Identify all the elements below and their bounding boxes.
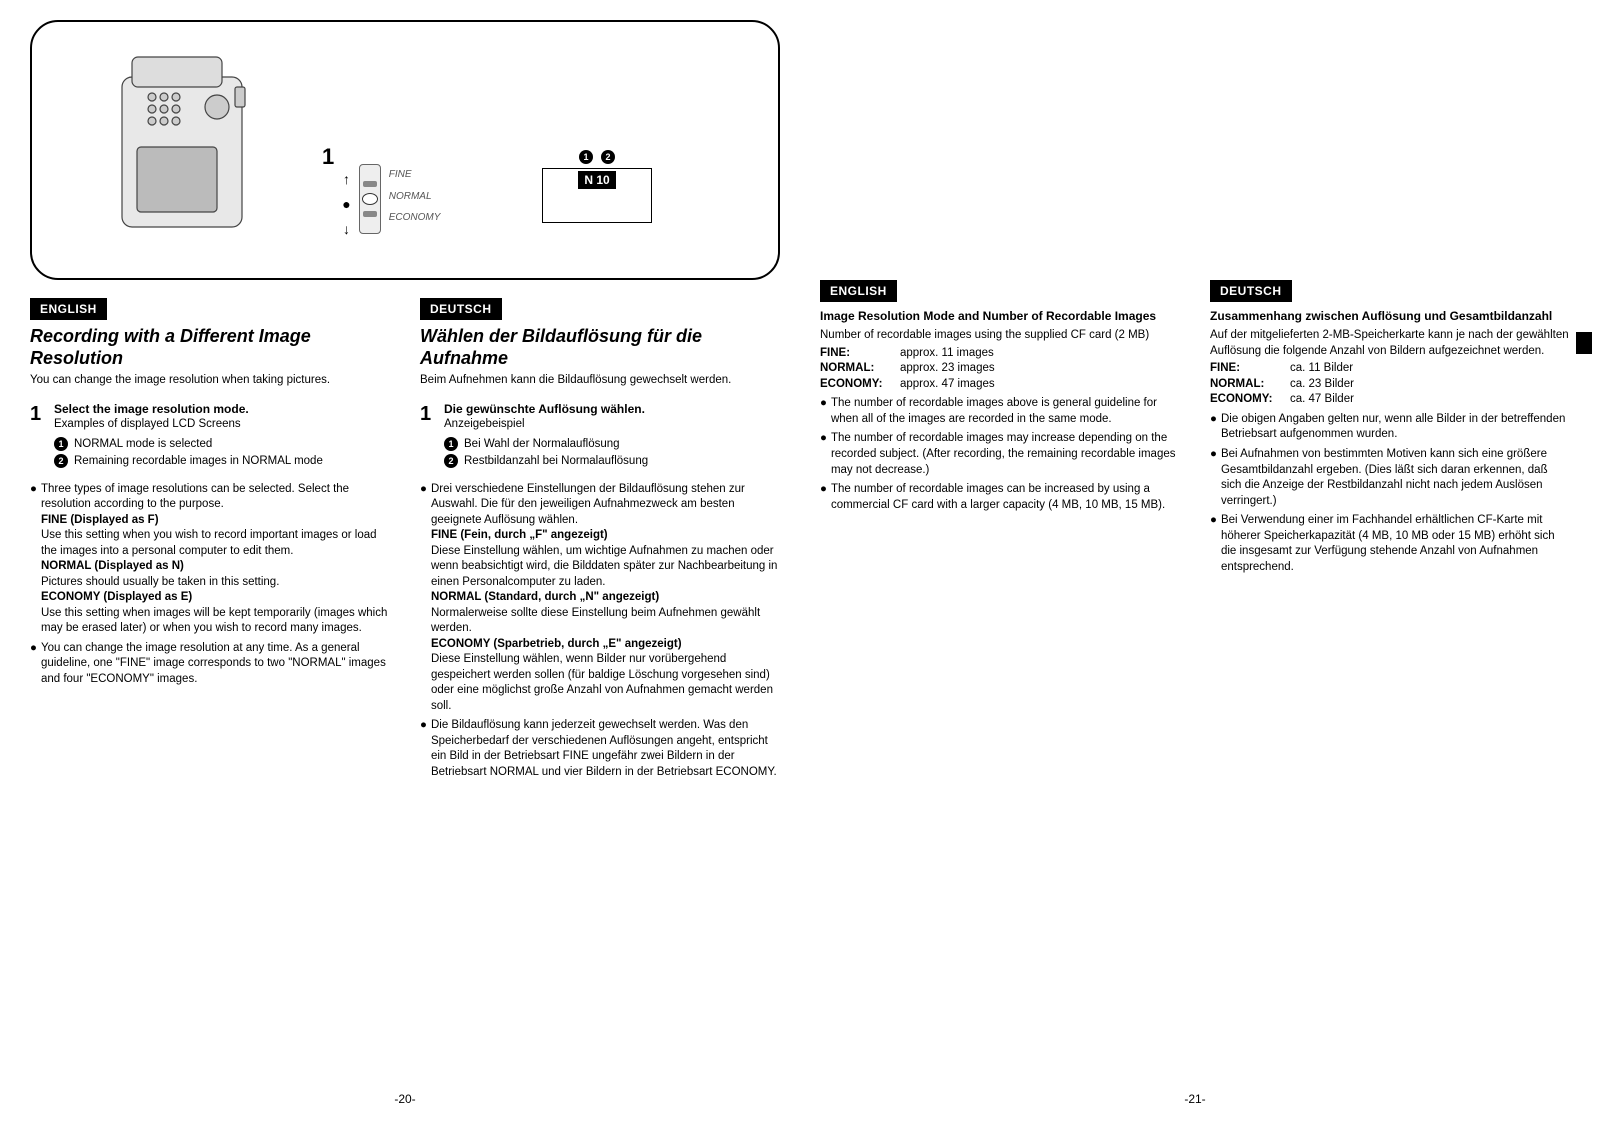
mode-desc: Use this setting when images will be kep… bbox=[41, 607, 387, 635]
step-subtitle: Examples of displayed LCD Screens bbox=[54, 417, 390, 433]
intro-english: Number of recordable images using the su… bbox=[820, 328, 1180, 344]
spec-value: ca. 11 Bilder bbox=[1290, 361, 1353, 377]
lcd-diagram: 1 2 N 10 bbox=[542, 150, 652, 223]
sub-item: Bei Wahl der Normalauflösung bbox=[464, 437, 620, 453]
intro-deutsch: Auf der mitgelieferten 2-MB-Speicherkart… bbox=[1210, 328, 1570, 359]
camera-icon bbox=[102, 47, 272, 247]
bullet-text: You can change the image resolution at a… bbox=[41, 641, 390, 688]
sub-item: NORMAL mode is selected bbox=[74, 437, 212, 453]
lang-tag-deutsch: DEUTSCH bbox=[1210, 280, 1292, 302]
lcd-readout: N 10 bbox=[578, 171, 615, 189]
title-english: Recording with a Different Image Resolut… bbox=[30, 326, 390, 369]
dial-label-economy: ECONOMY bbox=[389, 211, 441, 225]
step-number: 1 bbox=[30, 401, 46, 472]
bullet-text: Drei verschiedene Einstellungen der Bild… bbox=[431, 483, 745, 526]
spec-label: FINE: bbox=[1210, 361, 1290, 377]
mode-label: ECONOMY (Sparbetrieb, durch „E" angezeig… bbox=[431, 638, 682, 650]
mode-desc: Normalerweise sollte diese Einstellung b… bbox=[431, 607, 760, 635]
mode-label: FINE (Displayed as F) bbox=[41, 514, 159, 526]
spec-value: ca. 47 Bilder bbox=[1290, 392, 1354, 408]
sub-item: Restbildanzahl bei Normalauflösung bbox=[464, 454, 648, 470]
step-title: Select the image resolution mode. bbox=[54, 401, 390, 417]
mode-desc: Use this setting when you wish to record… bbox=[41, 529, 377, 557]
step-number: 1 bbox=[420, 401, 436, 472]
marker-1-icon: 1 bbox=[444, 437, 458, 451]
col-english-right: ENGLISH Image Resolution Mode and Number… bbox=[820, 280, 1180, 1113]
sub-item: Remaining recordable images in NORMAL mo… bbox=[74, 454, 323, 470]
spec-value: approx. 23 images bbox=[900, 361, 995, 377]
spec-value: approx. 11 images bbox=[900, 346, 994, 362]
illustration-frame: 1 ↑●↓ FINE NORMAL ECONOMY 1 2 bbox=[30, 20, 780, 280]
dial-diagram: 1 ↑●↓ FINE NORMAL ECONOMY bbox=[322, 142, 440, 239]
mode-label: NORMAL (Standard, durch „N" angezeigt) bbox=[431, 591, 659, 603]
dial-number: 1 bbox=[322, 142, 334, 172]
dial-arrows-icon: ↑●↓ bbox=[342, 170, 350, 239]
bullet-text: Bei Verwendung einer im Fachhandel erhäl… bbox=[1221, 513, 1570, 575]
marker-2-icon: 2 bbox=[54, 454, 68, 468]
mode-label: ECONOMY (Displayed as E) bbox=[41, 591, 192, 603]
step-title: Die gewünschte Auflösung wählen. bbox=[444, 401, 780, 417]
bullet-text: Three types of image resolutions can be … bbox=[41, 483, 349, 511]
thumb-tab-icon bbox=[1576, 332, 1592, 354]
title-deutsch: Wählen der Bildauflösung für die Aufnahm… bbox=[420, 326, 780, 369]
intro-english: You can change the image resolution when… bbox=[30, 373, 390, 389]
lcd-box: N 10 bbox=[542, 168, 652, 223]
lang-tag-english: ENGLISH bbox=[30, 298, 107, 320]
col-deutsch-left: DEUTSCH Wählen der Bildauflösung für die… bbox=[420, 298, 780, 1113]
step-subtitle: Anzeigebeispiel bbox=[444, 417, 780, 433]
bullet-text: The number of recordable images can be i… bbox=[831, 482, 1180, 513]
mode-label: FINE (Fein, durch „F" angezeigt) bbox=[431, 529, 608, 541]
lang-tag-english: ENGLISH bbox=[820, 280, 897, 302]
marker-2-icon: 2 bbox=[601, 150, 615, 164]
marker-1-icon: 1 bbox=[54, 437, 68, 451]
page-number-right: -21- bbox=[820, 1091, 1570, 1107]
intro-deutsch: Beim Aufnehmen kann die Bildauflösung ge… bbox=[420, 373, 780, 389]
spec-label: NORMAL: bbox=[820, 361, 900, 377]
mode-desc: Diese Einstellung wählen, um wichtige Au… bbox=[431, 545, 778, 588]
mode-label: NORMAL (Displayed as N) bbox=[41, 560, 184, 572]
lang-tag-deutsch: DEUTSCH bbox=[420, 298, 502, 320]
mode-slider-icon bbox=[359, 164, 381, 234]
dial-labels: FINE NORMAL ECONOMY bbox=[389, 168, 441, 225]
bullet-text: The number of recordable images above is… bbox=[831, 396, 1180, 427]
spec-label: NORMAL: bbox=[1210, 377, 1290, 393]
page-number-left: -20- bbox=[30, 1091, 780, 1107]
spec-label: ECONOMY: bbox=[820, 377, 900, 393]
marker-2-icon: 2 bbox=[444, 454, 458, 468]
bullet-text: The number of recordable images may incr… bbox=[831, 431, 1180, 478]
spec-label: ECONOMY: bbox=[1210, 392, 1290, 408]
page-left: 1 ↑●↓ FINE NORMAL ECONOMY 1 2 bbox=[30, 20, 780, 1113]
marker-1-icon: 1 bbox=[579, 150, 593, 164]
subhead-deutsch: Zusammenhang zwischen Auflösung und Gesa… bbox=[1210, 308, 1570, 324]
bullet-text: Die Bildauflösung kann jederzeit gewechs… bbox=[431, 718, 780, 780]
spec-value: approx. 47 images bbox=[900, 377, 995, 393]
spec-value: ca. 23 Bilder bbox=[1290, 377, 1354, 393]
col-english-left: ENGLISH Recording with a Different Image… bbox=[30, 298, 390, 1113]
col-deutsch-right: DEUTSCH Zusammenhang zwischen Auflösung … bbox=[1210, 280, 1570, 1113]
page-right: ENGLISH Image Resolution Mode and Number… bbox=[820, 20, 1570, 1113]
mode-desc: Pictures should usually be taken in this… bbox=[41, 576, 279, 588]
mode-desc: Diese Einstellung wählen, wenn Bilder nu… bbox=[431, 653, 773, 712]
bullet-text: Die obigen Angaben gelten nur, wenn alle… bbox=[1221, 412, 1570, 443]
dial-label-normal: NORMAL bbox=[389, 190, 441, 204]
subhead-english: Image Resolution Mode and Number of Reco… bbox=[820, 308, 1180, 324]
bullet-text: Bei Aufnahmen von bestimmten Motiven kan… bbox=[1221, 447, 1570, 509]
dial-label-fine: FINE bbox=[389, 168, 441, 182]
spec-label: FINE: bbox=[820, 346, 900, 362]
